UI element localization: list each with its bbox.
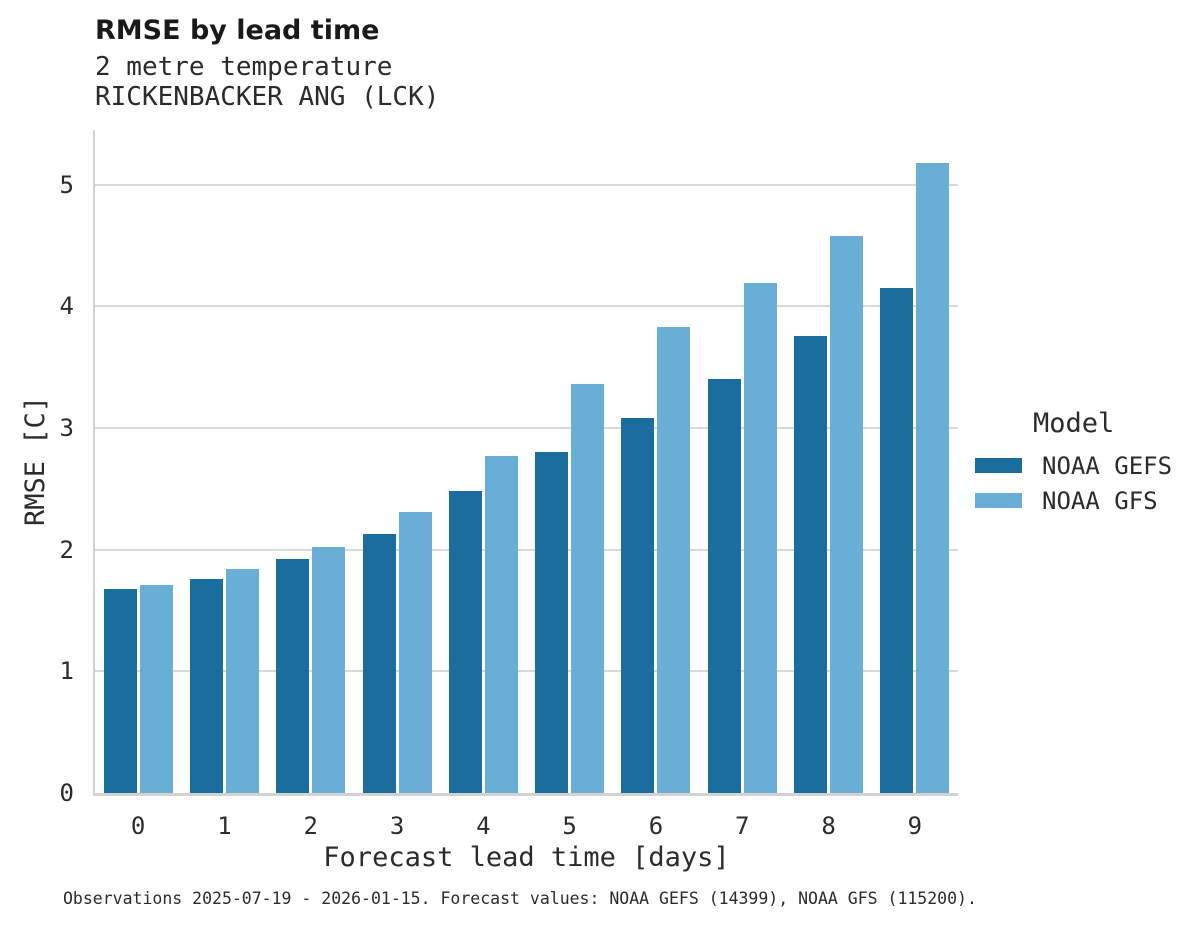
x-tick-label-1: 1 bbox=[217, 812, 232, 840]
bar-gefs-lead-2 bbox=[276, 559, 310, 793]
y-tick-label-4: 4 bbox=[59, 292, 74, 321]
chart-subtitle-variable: 2 metre temperature bbox=[95, 52, 393, 82]
chart-subtitle-station: RICKENBACKER ANG (LCK) bbox=[95, 82, 440, 112]
bar-gfs-lead-2 bbox=[312, 547, 346, 793]
bar-gefs-lead-9 bbox=[880, 288, 914, 793]
legend-swatch-gfs bbox=[975, 493, 1022, 508]
bar-gfs-lead-7 bbox=[743, 283, 777, 793]
legend: Model NOAA GEFS NOAA GFS bbox=[975, 408, 1172, 518]
legend-entry-gefs: NOAA GEFS bbox=[975, 448, 1172, 483]
bar-gefs-lead-3 bbox=[362, 533, 396, 793]
legend-title: Model bbox=[1033, 408, 1115, 439]
caption-text: Observations 2025-07-19 - 2026-01-15. Fo… bbox=[63, 889, 977, 908]
legend-label-gefs: NOAA GEFS bbox=[1042, 451, 1173, 480]
bar-gefs-lead-6 bbox=[621, 418, 655, 793]
x-tick-label-0: 0 bbox=[130, 812, 146, 840]
y-tick-label-0: 0 bbox=[59, 779, 74, 807]
x-tick-label-7: 7 bbox=[735, 812, 750, 840]
x-tick-label-8: 8 bbox=[821, 812, 836, 840]
bar-gfs-lead-1 bbox=[225, 569, 259, 793]
bar-gefs-lead-1 bbox=[189, 578, 223, 793]
bar-gfs-lead-6 bbox=[657, 327, 691, 793]
x-tick-label-9: 9 bbox=[907, 812, 923, 840]
bar-gfs-lead-8 bbox=[830, 235, 864, 793]
x-tick-label-6: 6 bbox=[648, 812, 664, 840]
bar-gfs-lead-5 bbox=[571, 384, 605, 793]
bar-gfs-lead-4 bbox=[484, 456, 518, 793]
legend-entries: NOAA GEFS NOAA GFS bbox=[975, 448, 1172, 518]
gridline-y-1 bbox=[95, 670, 958, 673]
y-tick-label-3: 3 bbox=[59, 414, 74, 443]
gridline-y-2 bbox=[95, 548, 958, 551]
legend-label-gfs: NOAA GFS bbox=[1042, 486, 1158, 515]
x-tick-label-5: 5 bbox=[562, 812, 577, 840]
y-tick-label-2: 2 bbox=[59, 535, 74, 564]
bar-gefs-lead-7 bbox=[707, 379, 741, 793]
legend-entry-gfs: NOAA GFS bbox=[975, 483, 1172, 518]
x-tick-label-4: 4 bbox=[476, 812, 491, 840]
y-tick-label-5: 5 bbox=[59, 170, 74, 199]
bar-gfs-lead-3 bbox=[398, 511, 432, 793]
gridline-y-3 bbox=[95, 427, 958, 430]
bar-gefs-lead-0 bbox=[103, 588, 137, 793]
bar-gfs-lead-9 bbox=[916, 162, 950, 793]
legend-swatch-gefs bbox=[975, 458, 1022, 473]
x-axis-spine bbox=[93, 793, 958, 796]
chart-title: RMSE by lead time bbox=[95, 15, 380, 46]
y-axis-spine bbox=[93, 130, 95, 793]
bar-gefs-lead-5 bbox=[535, 452, 569, 793]
x-tick-label-3: 3 bbox=[389, 812, 405, 840]
gridline-y-5 bbox=[95, 183, 958, 186]
x-axis-title: Forecast lead time [days] bbox=[323, 842, 730, 873]
x-tick-label-2: 2 bbox=[303, 812, 318, 840]
bar-gefs-lead-4 bbox=[448, 491, 482, 793]
gridline-y-4 bbox=[95, 305, 958, 308]
bar-gefs-lead-8 bbox=[794, 335, 828, 793]
y-tick-label-1: 1 bbox=[59, 657, 74, 686]
bar-gfs-lead-0 bbox=[139, 584, 173, 793]
